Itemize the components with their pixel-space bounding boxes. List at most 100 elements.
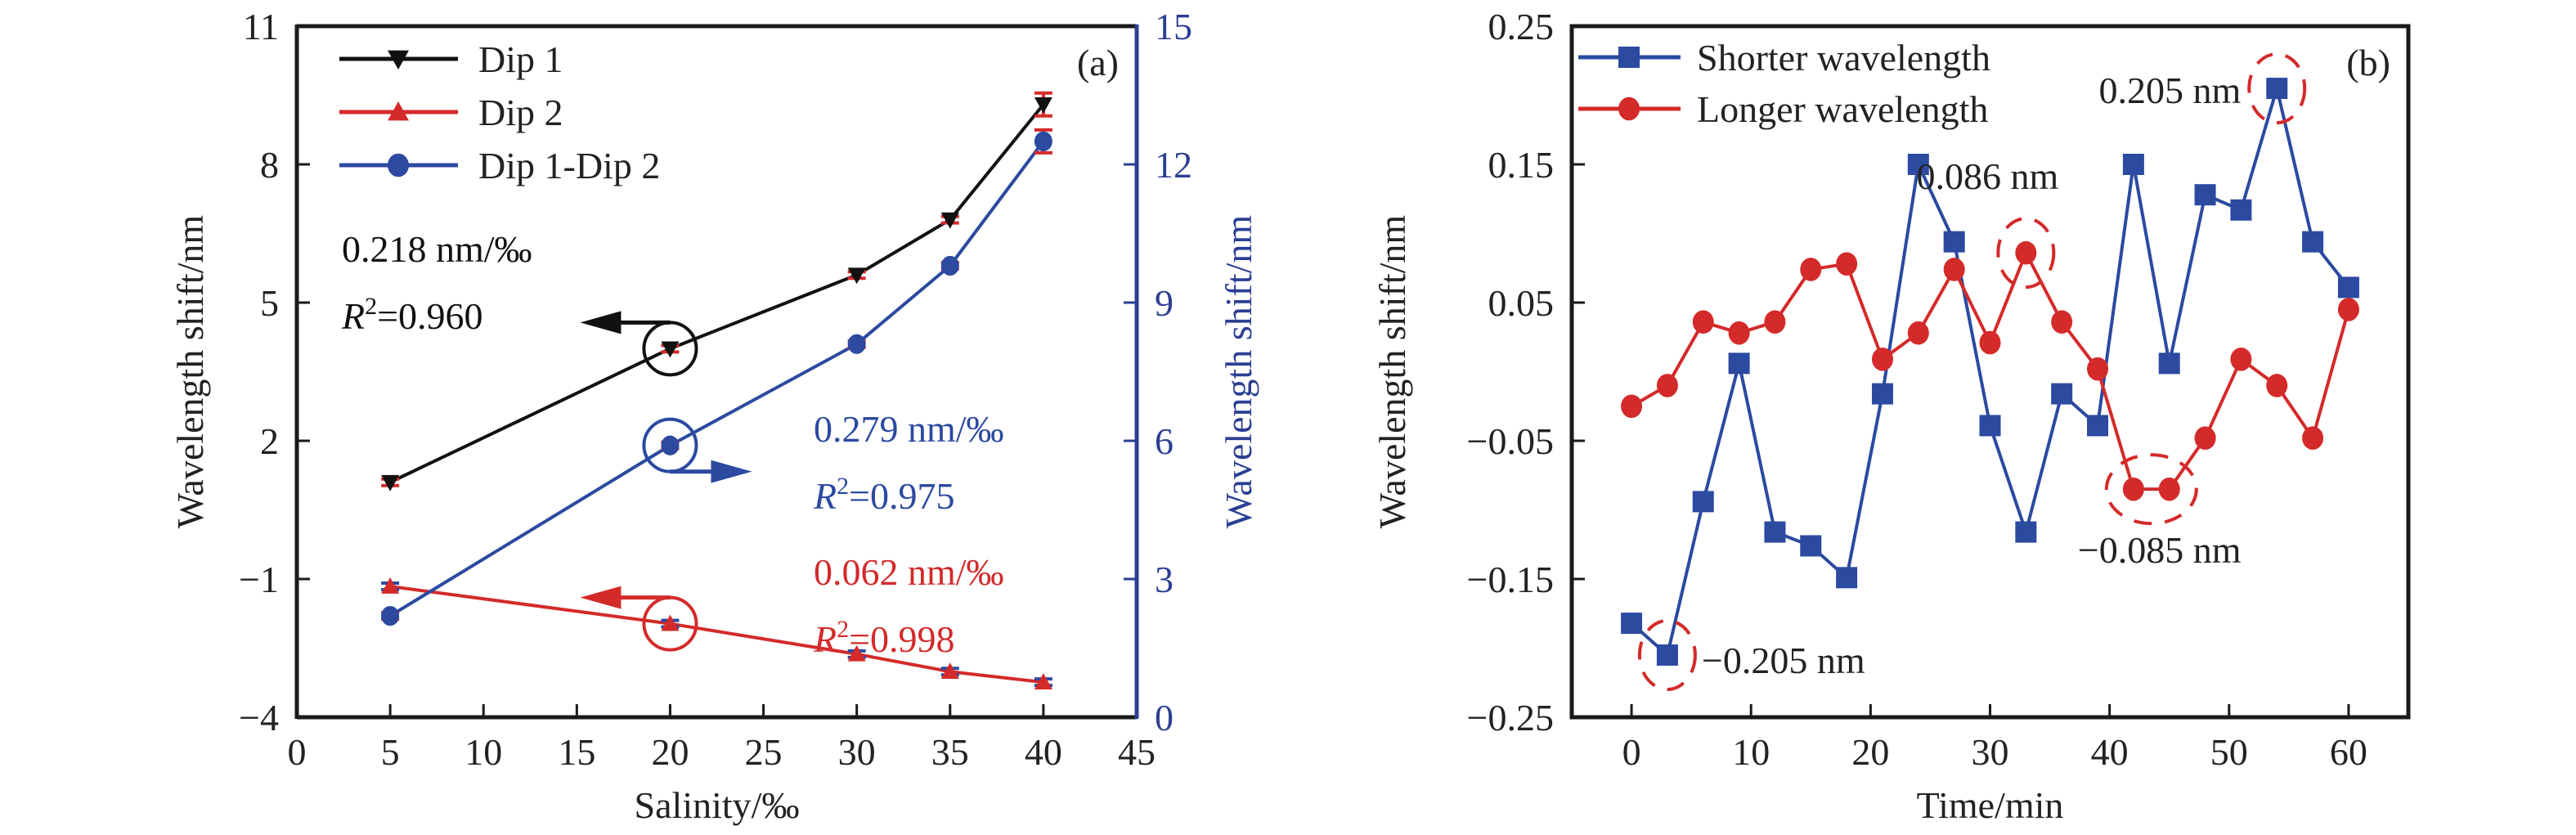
y-axis-title: Wavelength shift/nm xyxy=(1371,215,1413,529)
data-point xyxy=(940,255,959,276)
data-point xyxy=(847,644,866,662)
y-tick-label-right: 6 xyxy=(1155,420,1174,462)
data-point xyxy=(1728,352,1750,375)
data-point xyxy=(381,577,400,594)
data-point xyxy=(381,474,400,492)
arrow-right-icon xyxy=(711,460,752,483)
y-tick-label-left: −4 xyxy=(239,697,279,738)
y-tick-label: −0.25 xyxy=(1467,697,1554,738)
data-point xyxy=(1871,347,1893,371)
y-tick-label-left: 11 xyxy=(243,6,279,47)
x-tick-label: 35 xyxy=(931,731,969,773)
legend-item: Longer wavelength xyxy=(1578,88,1988,130)
x-tick-label: 25 xyxy=(745,731,783,773)
y-tick-label: −0.15 xyxy=(1467,559,1554,600)
x-tick-label: 40 xyxy=(1025,731,1062,773)
legend-marker xyxy=(388,101,409,121)
highlight-ellipse xyxy=(2247,52,2307,125)
panel-label-b: (b) xyxy=(2346,42,2390,83)
data-point xyxy=(1692,491,1714,513)
data-point xyxy=(2122,154,2144,175)
sensitivity-label: 0.062 nm/‰ xyxy=(814,551,1004,593)
annotation-label: 0.086 nm xyxy=(1917,155,2059,197)
annotation: −0.205 nm xyxy=(1637,618,1865,691)
legend-item: Dip 2 xyxy=(339,92,563,133)
legend-marker xyxy=(388,153,409,177)
data-point xyxy=(1943,231,1965,253)
r-squared-label: R2=0.975 xyxy=(813,473,955,517)
annotation-label: −0.205 nm xyxy=(1702,640,1865,681)
data-point xyxy=(2337,276,2359,299)
data-point xyxy=(1656,644,1678,666)
data-point xyxy=(1728,321,1750,345)
data-point xyxy=(1907,321,1929,345)
x-tick-label: 15 xyxy=(558,731,595,773)
x-tick-label: 0 xyxy=(1622,731,1641,773)
data-point xyxy=(381,605,400,626)
data-point xyxy=(2122,477,2144,501)
data-point xyxy=(2302,426,2324,450)
data-point xyxy=(2337,298,2359,321)
data-point xyxy=(2158,477,2180,501)
annotation: −0.085 nm xyxy=(2078,453,2242,571)
sensitivity-label: 0.279 nm/‰ xyxy=(814,408,1004,450)
legend-label: Dip 2 xyxy=(478,92,563,133)
legend: Dip 1 Dip 2 Dip 1-Dip 2 xyxy=(339,38,660,186)
annotation: 0.086 nm xyxy=(1917,155,2059,290)
legend-label: Shorter wavelength xyxy=(1697,37,1990,79)
data-point xyxy=(661,614,680,631)
data-point xyxy=(661,435,680,456)
highlight-ellipse xyxy=(1637,618,1697,691)
legend-marker xyxy=(1618,97,1640,121)
legend-marker xyxy=(388,50,409,70)
y-tick-label: 0.05 xyxy=(1488,282,1555,324)
data-point xyxy=(1764,310,1786,334)
x-tick-label: 30 xyxy=(838,731,876,773)
x-tick-label: 20 xyxy=(651,731,689,773)
data-point xyxy=(1621,613,1643,635)
data-point xyxy=(2087,357,2109,381)
annotation-dip-1: 0.218 nm/‰ R2=0.960 xyxy=(341,228,698,377)
data-point xyxy=(2015,521,2037,543)
y-tick-label-left: 5 xyxy=(260,282,279,324)
y-tick-label: 0.25 xyxy=(1488,6,1555,47)
highlight-ellipse xyxy=(1996,217,2056,290)
x-tick-label: 45 xyxy=(1118,731,1156,773)
data-point xyxy=(2194,184,2216,206)
data-point xyxy=(940,662,959,680)
legend-label: Longer wavelength xyxy=(1697,88,1988,130)
series-longer-wavelength xyxy=(1621,240,2359,501)
data-point xyxy=(2051,383,2073,405)
data-point xyxy=(2194,426,2216,450)
x-tick-label: 50 xyxy=(2210,731,2248,773)
data-point xyxy=(2087,415,2109,437)
legend-label: Dip 1 xyxy=(478,38,563,80)
data-point xyxy=(1034,97,1052,114)
data-point xyxy=(847,334,866,354)
y-axis-title-left: Wavelength shift/nm xyxy=(169,215,211,529)
data-point xyxy=(2266,78,2288,100)
sensitivity-label: 0.218 nm/‰ xyxy=(342,228,532,270)
highlight-ellipse xyxy=(2104,453,2198,526)
data-point xyxy=(1800,535,1822,557)
legend: Shorter wavelength Longer wavelength xyxy=(1578,37,1990,130)
data-point xyxy=(940,212,959,229)
data-point xyxy=(1979,330,2001,355)
chart-a-salinity: 0 5 10 15 20 25 30 35 40 45−4−12581103691215Salin… xyxy=(169,6,1259,826)
data-point xyxy=(661,341,680,358)
data-point xyxy=(2302,231,2324,253)
y-tick-label-left: 8 xyxy=(260,144,279,186)
y-tick-label-left: −1 xyxy=(239,559,279,600)
x-tick-label: 10 xyxy=(1732,731,1770,773)
data-point xyxy=(1907,154,1929,175)
arrow-left-icon xyxy=(580,311,622,334)
data-point xyxy=(1871,383,1893,405)
data-point xyxy=(1656,374,1678,397)
data-point xyxy=(1034,673,1052,689)
legend-item: Dip 1-Dip 2 xyxy=(339,145,660,186)
x-tick-label: 60 xyxy=(2330,731,2367,773)
arrow-left-icon xyxy=(580,586,622,609)
y-tick-label: −0.05 xyxy=(1467,420,1554,462)
data-point xyxy=(1836,567,1858,589)
panel-label-a: (a) xyxy=(1077,42,1119,83)
